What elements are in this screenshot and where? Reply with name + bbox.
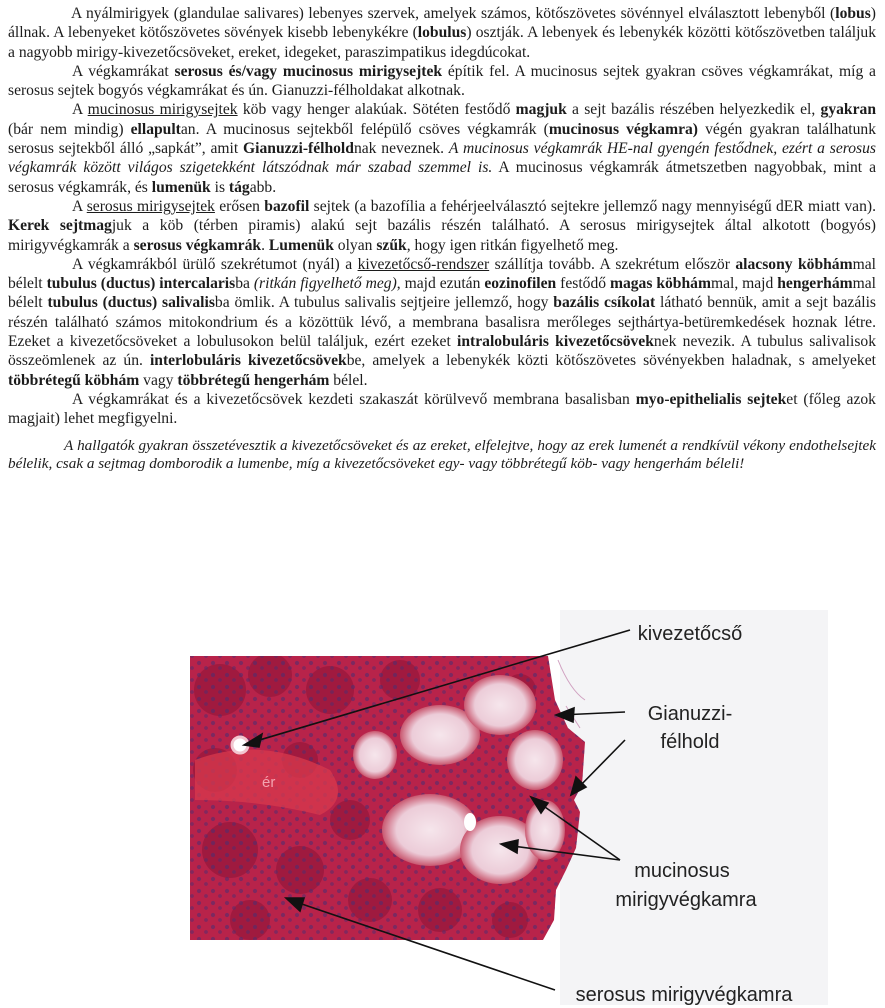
bold-term: szűk xyxy=(376,236,407,254)
paragraph: A mucinosus mirigysejtek köb vagy henger… xyxy=(8,100,876,196)
text-run: erősen xyxy=(214,197,265,215)
label-gianuzzi-line1: Gianuzzi- xyxy=(648,703,732,725)
text-run: bélel. xyxy=(329,371,368,389)
text-run: A végkamrákat xyxy=(72,62,175,80)
bold-term: magjuk xyxy=(515,101,567,119)
tissue-image: ér xyxy=(190,656,585,940)
text-run: ba xyxy=(235,275,254,293)
bold-term: intralobuláris kivezetőcsövek xyxy=(457,333,654,351)
bold-term: serosus és/vagy mucinosus mirigysejtek xyxy=(174,62,443,80)
bold-term: ellapult xyxy=(130,120,181,138)
text-run: festődő xyxy=(556,275,610,293)
text-block: A nyálmirigyek (glandulae salivares) leb… xyxy=(8,4,876,474)
bold-term: Kerek sejtmag xyxy=(8,217,112,235)
mucous-acini xyxy=(353,675,565,884)
bold-term: gyakran xyxy=(820,101,876,119)
paragraph: A nyálmirigyek (glandulae salivares) leb… xyxy=(8,4,876,62)
text-run: (bár nem mindig) xyxy=(8,120,131,138)
bold-term: tág xyxy=(228,178,250,196)
text-run: mal, majd xyxy=(710,275,778,293)
bold-term: mucinosus végkamra) xyxy=(548,120,698,138)
text-run: A mucinosus végkamrák átmetszetben nagyo… xyxy=(8,159,876,196)
bold-term: tubulus (ductus) salivalis xyxy=(47,294,215,312)
paragraph: A végkamrákat és a kivezetőcsövek kezdet… xyxy=(8,390,876,429)
text-run: A nyálmirigyek (glandulae salivares) leb… xyxy=(71,5,836,22)
annotation-arrows xyxy=(241,629,631,991)
italic-text: (ritkán figyelhető meg) xyxy=(253,275,397,293)
text-run: be, amelyek a lebenykék közti kötőszövet… xyxy=(346,352,876,370)
bold-term: lobus xyxy=(835,5,871,22)
text-run: A végkamrákból ürülő szekrétumot (nyál) … xyxy=(72,255,358,273)
bold-term: Lumenük xyxy=(268,236,334,254)
bold-term: alacsony köbhám xyxy=(735,255,853,273)
bold-term: bazális csíkolat xyxy=(553,294,656,312)
vessel-label: ér xyxy=(262,774,275,791)
text-run: látható bennük, amit a sejt bazális rész… xyxy=(8,294,876,351)
paragraph: A végkamrákból ürülő szekrétumot (nyál) … xyxy=(8,255,876,390)
text-run: ) osztják. A lebenyek és lebenykék közöt… xyxy=(8,24,876,61)
bold-term: tubulus (ductus) intercalaris xyxy=(46,275,236,293)
text-run: vagy xyxy=(139,371,178,389)
bold-term: Gianuzzi-félhold xyxy=(243,140,354,158)
text-run: olyan xyxy=(333,236,377,254)
bold-term: lobulus xyxy=(417,24,467,42)
text-run: A xyxy=(72,197,87,215)
text-run: A végkamrákat és a kivezetőcsövek kezdet… xyxy=(72,390,636,408)
text-run: köb vagy henger alakúak. Sötéten festődő xyxy=(237,101,516,119)
underlined-term: kivezetőcső-rendszer xyxy=(357,255,490,273)
text-run: juk a köb (térben piramis) alakú sejt ba… xyxy=(8,217,876,254)
text-run: is xyxy=(210,178,229,196)
paragraph: A végkamrákat serosus és/vagy mucinosus … xyxy=(8,62,876,101)
bold-term: többrétegű hengerhám xyxy=(177,371,330,389)
text-run: . xyxy=(261,236,269,254)
label-gianuzzi-line2: félhold xyxy=(661,731,720,753)
underlined-term: mucinosus mirigysejtek xyxy=(87,101,238,119)
text-run: nak neveznek. xyxy=(353,140,449,158)
text-run: et (főleg azok magjait) lehet megfigyeln… xyxy=(8,390,876,428)
text-run: nek nevezik. A tubulus salivalisok össze… xyxy=(8,333,876,370)
text-run: építik fel. A mucinosus sejtek gyakran c… xyxy=(8,62,876,100)
scan-background xyxy=(560,610,828,1005)
text-run: sejtek (a bazofília a fehérjeelválasztó … xyxy=(309,197,876,215)
bold-term: magas köbhám xyxy=(609,275,711,293)
text-run: an. A mucinosus sejtekből felépülő csöve… xyxy=(180,120,549,138)
text-run: A xyxy=(72,101,88,119)
label-serosus: serosus mirigyvégkamra xyxy=(576,984,794,1006)
text-run: végén gyakran találhatunk serosus sejtek… xyxy=(8,120,876,158)
text-run: , majd ezután xyxy=(396,275,485,293)
text-run: ba ömlik. A tubulus salivalis sejtjeire … xyxy=(214,294,554,312)
italic-text: A mucinosus végkamrák HE-nal gyengén fes… xyxy=(8,140,876,177)
text-run: , hogy igen ritkán figyelhető meg. xyxy=(406,236,619,254)
underlined-term: serosus mirigysejtek xyxy=(86,197,215,215)
label-mucinosus-line2: mirigyvégkamra xyxy=(615,889,757,911)
bold-term: eozinofilen xyxy=(484,275,557,293)
bold-term: hengerhám xyxy=(777,275,853,293)
text-run: mal bélelt xyxy=(8,275,876,312)
label-kivezetocso: kivezetőcső xyxy=(638,623,743,645)
bold-term: bazofil xyxy=(264,197,310,215)
label-mucinosus-line1: mucinosus xyxy=(634,860,730,882)
blood-vessel xyxy=(195,749,338,815)
text-run: szállítja tovább. A szekrétum először xyxy=(489,255,736,273)
text-run: abb. xyxy=(249,178,277,196)
bold-term: serosus végkamrák xyxy=(133,236,262,254)
bold-term: myo-epithelialis sejtek xyxy=(635,390,787,408)
text-run: A hallgatók gyakran összetévesztik a kiv… xyxy=(8,436,876,473)
paragraph: A serosus mirigysejtek erősen bazofil se… xyxy=(8,197,876,255)
student-note: A hallgatók gyakran összetévesztik a kiv… xyxy=(8,437,876,474)
text-run: mal bélelt xyxy=(8,255,876,293)
bold-term: többrétegű köbhám xyxy=(8,371,140,389)
bold-term: interlobuláris kivezetőcsövek xyxy=(149,352,347,370)
text-run: ) állnak. A lebenyeket kötőszövetes sövé… xyxy=(8,5,876,42)
bold-term: lumenük xyxy=(151,178,211,196)
text-run: a sejt bazális részében helyezkedik el, xyxy=(566,101,821,119)
